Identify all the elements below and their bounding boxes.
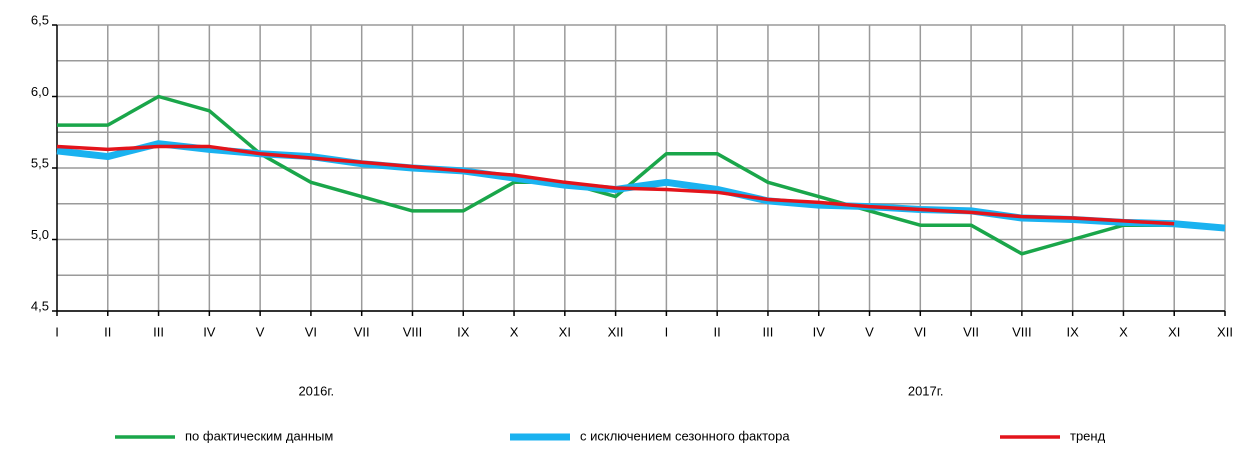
series-line xyxy=(56,144,1175,226)
x-tick-label: IX xyxy=(457,324,470,339)
x-tick-label: VII xyxy=(963,324,979,339)
y-tick-label: 5,0 xyxy=(31,227,49,242)
x-tick-label: XI xyxy=(1168,324,1180,339)
x-tick-label: V xyxy=(865,324,874,339)
y-tick-label: 6,0 xyxy=(31,84,49,99)
x-tick-label: VIII xyxy=(403,324,423,339)
legend-label: с исключением сезонного фактора xyxy=(580,428,790,443)
y-tick-label: 5,5 xyxy=(31,155,49,170)
x-tick-label: II xyxy=(714,324,721,339)
x-tick-label: I xyxy=(55,324,59,339)
x-tick-label: XII xyxy=(1217,324,1233,339)
y-tick-label: 4,5 xyxy=(31,298,49,313)
x-tick-label: X xyxy=(1119,324,1128,339)
x-tick-label: IV xyxy=(813,324,826,339)
legend-label: по фактическим данным xyxy=(185,428,333,443)
series-line xyxy=(56,140,1226,232)
x-tick-label: XI xyxy=(559,324,571,339)
year-label: 2016г. xyxy=(298,383,334,398)
x-tick-label: VII xyxy=(354,324,370,339)
x-tick-label: V xyxy=(256,324,265,339)
x-tick-label: VIII xyxy=(1012,324,1032,339)
x-tick-label: XII xyxy=(608,324,624,339)
x-tick-label: IV xyxy=(203,324,216,339)
x-tick-label: II xyxy=(104,324,111,339)
x-tick-label: X xyxy=(510,324,519,339)
legend-label: тренд xyxy=(1070,428,1106,443)
x-tick-label: VI xyxy=(914,324,926,339)
x-tick-label: III xyxy=(153,324,164,339)
year-label: 2017г. xyxy=(908,383,944,398)
x-tick-label: I xyxy=(665,324,669,339)
series-line xyxy=(57,94,1175,256)
y-tick-label: 6,5 xyxy=(31,12,49,27)
x-tick-label: III xyxy=(763,324,774,339)
x-tick-label: VI xyxy=(305,324,317,339)
x-tick-label: IX xyxy=(1067,324,1080,339)
